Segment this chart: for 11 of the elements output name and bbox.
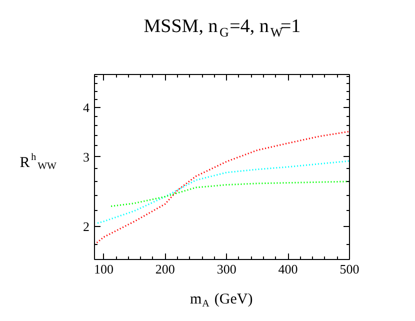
- line-series: [96, 160, 350, 224]
- x-tick-label: 100: [94, 262, 114, 276]
- y-tick-label: 3: [83, 149, 90, 164]
- x-tick-label: 400: [278, 262, 298, 276]
- x-tick-label: 200: [155, 262, 175, 276]
- x-tick-label: 300: [216, 262, 236, 276]
- x-tick-label: 500: [340, 262, 360, 276]
- line-series: [94, 130, 350, 246]
- y-tick-label: 2: [83, 218, 90, 234]
- line-series: [110, 180, 350, 208]
- y-tick-label: 4: [83, 100, 90, 116]
